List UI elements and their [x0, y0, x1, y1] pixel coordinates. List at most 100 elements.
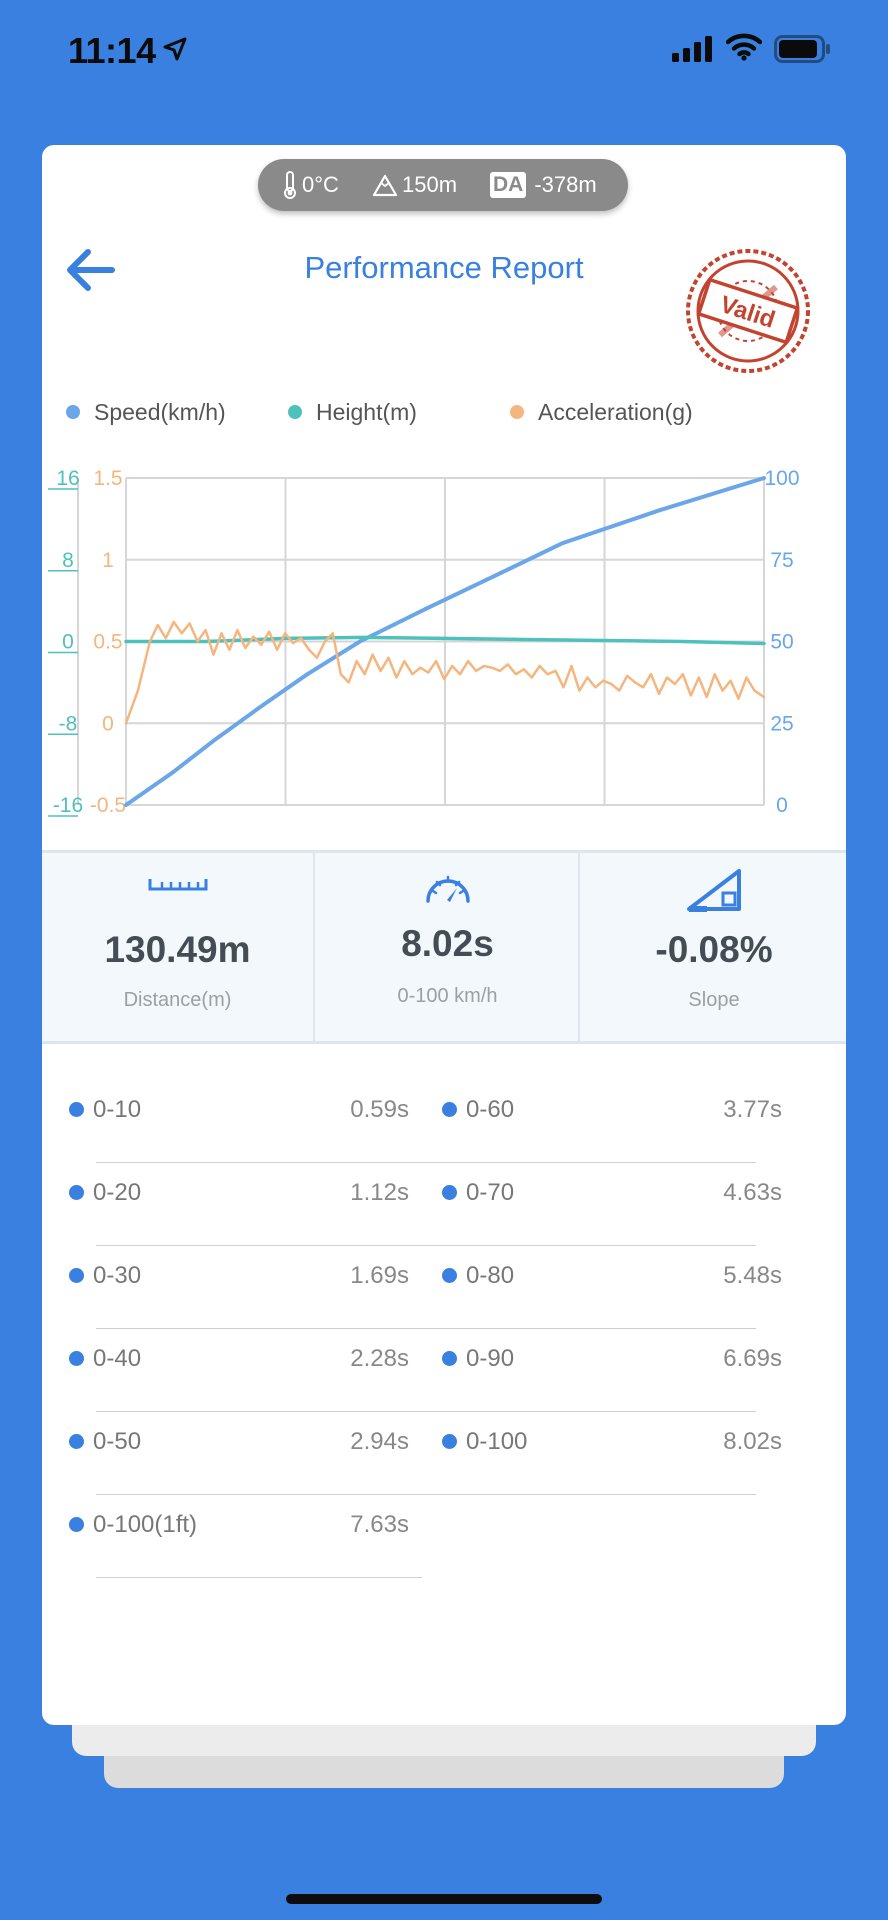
height-tick-label: 0 [62, 631, 74, 654]
split-divider [96, 1577, 422, 1578]
split-row-0-20: 0-20 1.12s [69, 1163, 756, 1246]
split-divider [96, 1162, 756, 1163]
split-row-0-90: 0-90 6.69s [442, 1329, 782, 1412]
location-arrow-icon [163, 37, 187, 61]
split-label: 0-50 [93, 1428, 142, 1455]
density-altitude-value: -378m [534, 172, 597, 197]
split-time: 1.12s [350, 1179, 409, 1206]
split-label: 0-70 [466, 1179, 515, 1206]
split-label: 0-10 [93, 1096, 142, 1123]
split-row-0-70: 0-70 4.63s [442, 1163, 782, 1246]
split-time: 3.77s [723, 1096, 782, 1123]
distance-label: Distance(m) [123, 989, 232, 1011]
split-time: 2.94s [350, 1428, 409, 1455]
split-bullet [442, 1434, 457, 1449]
split-label: 0-90 [466, 1345, 515, 1372]
split-label: 0-20 [93, 1179, 142, 1206]
legend-speed-label: Speed(km/h) [94, 398, 226, 425]
split-bullet [442, 1268, 457, 1283]
acceleration-tick-label: 1 [102, 549, 114, 572]
split-divider [96, 1328, 756, 1329]
split-row-0-50: 0-50 2.94s [69, 1412, 756, 1495]
height-tick-label: -8 [59, 712, 78, 735]
slope-stat: -0.08% Slope [578, 853, 846, 1041]
wifi-icon [726, 33, 762, 61]
split-label: 0-40 [93, 1345, 142, 1372]
split-bullet [69, 1351, 84, 1366]
split-label: 0-60 [466, 1096, 515, 1123]
thermometer-icon [284, 171, 296, 199]
status-bar: 11:14 [0, 0, 888, 100]
legend-height-label: Height(m) [316, 398, 417, 425]
performance-chart: 16 8 0 -8 -16 1.5 1 0.5 0 -0.5 100 75 50 25 0 [48, 467, 800, 817]
split-bullet [442, 1185, 457, 1200]
split-time: 8.02s [723, 1428, 782, 1455]
split-label: 0-100(1ft) [93, 1511, 198, 1538]
da-badge: DA [490, 172, 527, 198]
legend-speed: Speed(km/h) [66, 395, 226, 429]
split-row-0-100-1ft: 0-100(1ft) 7.63s [69, 1495, 422, 1578]
speed-tick-label: 50 [770, 631, 793, 654]
performance-report-card: 0°C 150m DA -378m Performance Report Val… [42, 145, 846, 1725]
split-divider [96, 1411, 756, 1412]
split-time: 2.28s [350, 1345, 409, 1372]
split-row-0-60: 0-60 3.77s [442, 1080, 782, 1163]
valid-stamp-icon: Valid [686, 249, 810, 373]
split-bullet [69, 1185, 84, 1200]
battery-icon [774, 35, 830, 63]
acceleration-tick-label: 0 [102, 712, 114, 735]
split-time: 4.63s [723, 1179, 782, 1206]
split-label: 0-80 [466, 1262, 515, 1289]
split-row-0-80: 0-80 5.48s [442, 1246, 782, 1329]
split-label: 0-100 [466, 1428, 528, 1455]
speedometer-icon [425, 875, 470, 903]
height-tick-label: 8 [62, 549, 74, 572]
split-row-0-10: 0-10 0.59s [69, 1080, 756, 1163]
acceleration-series-line [124, 620, 766, 725]
split-divider [96, 1245, 756, 1246]
split-bullet [442, 1102, 457, 1117]
zero-to-hundred-label: 0-100 km/h [397, 985, 498, 1007]
home-indicator [286, 1894, 602, 1904]
acceleration-tick-label: -0.5 [90, 794, 126, 817]
distance-value: 130.49m [104, 929, 251, 970]
split-time: 7.63s [350, 1511, 409, 1538]
speed-tick-label: 75 [770, 549, 793, 572]
split-bullet [69, 1268, 84, 1283]
split-bullet [69, 1102, 84, 1117]
split-label: 0-30 [93, 1262, 142, 1289]
split-time: 1.69s [350, 1262, 409, 1289]
stats-row: 130.49m Distance(m) 8.02s 0-100 km/h -0.… [42, 850, 846, 1044]
acceleration-tick-label: 1.5 [93, 467, 122, 490]
mountain-icon [372, 174, 398, 197]
acceleration-legend-dot [510, 405, 524, 419]
split-bullet [442, 1351, 457, 1366]
split-divider [96, 1494, 756, 1495]
speed-tick-label: 0 [776, 794, 788, 817]
density-altitude-item: DA -378m [490, 159, 597, 211]
height-tick-label: -16 [53, 794, 83, 817]
legend-acceleration-label: Acceleration(g) [538, 398, 693, 425]
altitude-item: 150m [372, 159, 457, 211]
slope-value: -0.08% [655, 929, 773, 970]
split-bullet [69, 1517, 84, 1532]
acceleration-tick-label: 0.5 [93, 631, 122, 654]
status-time: 11:14 [68, 30, 156, 71]
speed-tick-label: 100 [764, 467, 799, 490]
height-legend-dot [288, 405, 302, 419]
speed-tick-label: 25 [770, 712, 793, 735]
back-arrow-button[interactable] [60, 240, 124, 300]
temperature-value: 0°C [302, 172, 339, 197]
distance-stat: 130.49m Distance(m) [42, 853, 313, 1041]
slope-icon [687, 869, 741, 912]
temperature-item: 0°C [282, 159, 339, 211]
split-time: 5.48s [723, 1262, 782, 1289]
environment-conditions-pill: 0°C 150m DA -378m [258, 159, 628, 211]
speed-series-line [124, 476, 766, 807]
cellular-signal-icon [672, 36, 712, 62]
ruler-icon [148, 879, 207, 891]
page-title: Performance Report [304, 250, 584, 285]
split-row-0-100: 0-100 8.02s [442, 1412, 782, 1495]
legend-acceleration: Acceleration(g) [510, 395, 693, 429]
split-time: 6.69s [723, 1345, 782, 1372]
